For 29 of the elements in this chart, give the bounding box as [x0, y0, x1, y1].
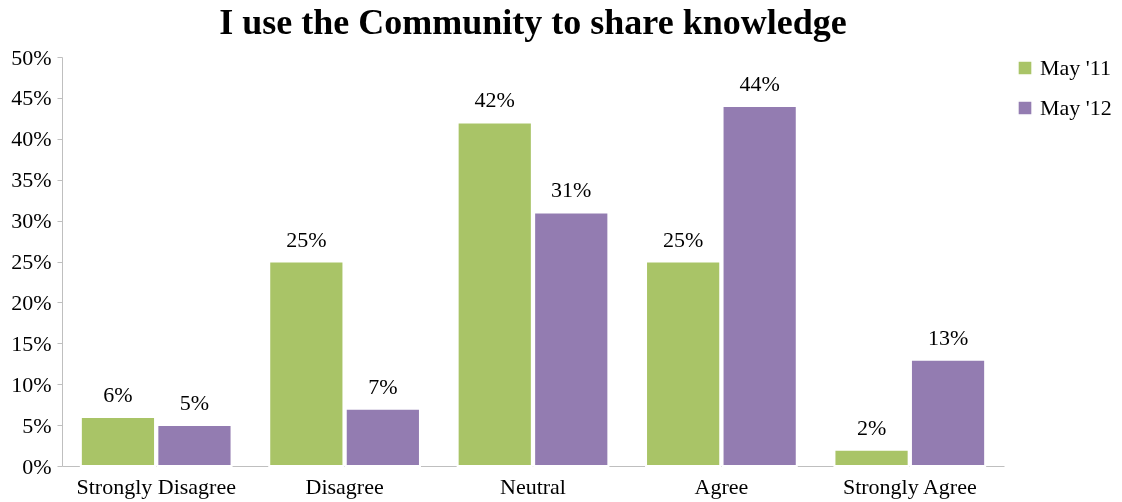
y-tick-label: 45%: [11, 85, 52, 111]
data-label: 6%: [103, 381, 133, 407]
y-tick-label: 35%: [11, 167, 52, 193]
y-tick-label: 0%: [22, 453, 52, 479]
data-label: 13%: [927, 324, 969, 350]
data-label: 44%: [739, 71, 780, 97]
x-tick-label: Disagree: [305, 473, 384, 499]
data-label: 25%: [286, 226, 327, 252]
data-label: 31%: [551, 177, 592, 203]
y-tick-label: 15%: [11, 330, 52, 356]
x-tick-label: Neutral: [500, 473, 566, 499]
y-tick-label: 25%: [11, 249, 52, 274]
y-tick-label: 5%: [22, 412, 52, 438]
data-label: 42%: [474, 87, 515, 113]
y-tick-label: 50%: [11, 44, 52, 70]
chart-title: I use the Community to share knowledge: [219, 2, 847, 42]
x-tick-label: Agree: [694, 473, 749, 499]
legend-label: May '12: [1040, 95, 1112, 120]
data-label: 2%: [856, 414, 887, 440]
y-tick-label: 40%: [11, 126, 52, 152]
y-tick-label: 10%: [11, 371, 52, 397]
y-tick-label: 20%: [11, 289, 52, 315]
x-tick-label: Strongly Disagree: [76, 473, 236, 499]
data-label: 5%: [179, 390, 210, 416]
legend-label: May '11: [1040, 55, 1111, 80]
data-label: 25%: [662, 226, 704, 252]
y-tick-label: 30%: [11, 208, 52, 234]
data-label: 7%: [368, 373, 398, 399]
x-tick-label: Strongly Agree: [842, 473, 977, 499]
